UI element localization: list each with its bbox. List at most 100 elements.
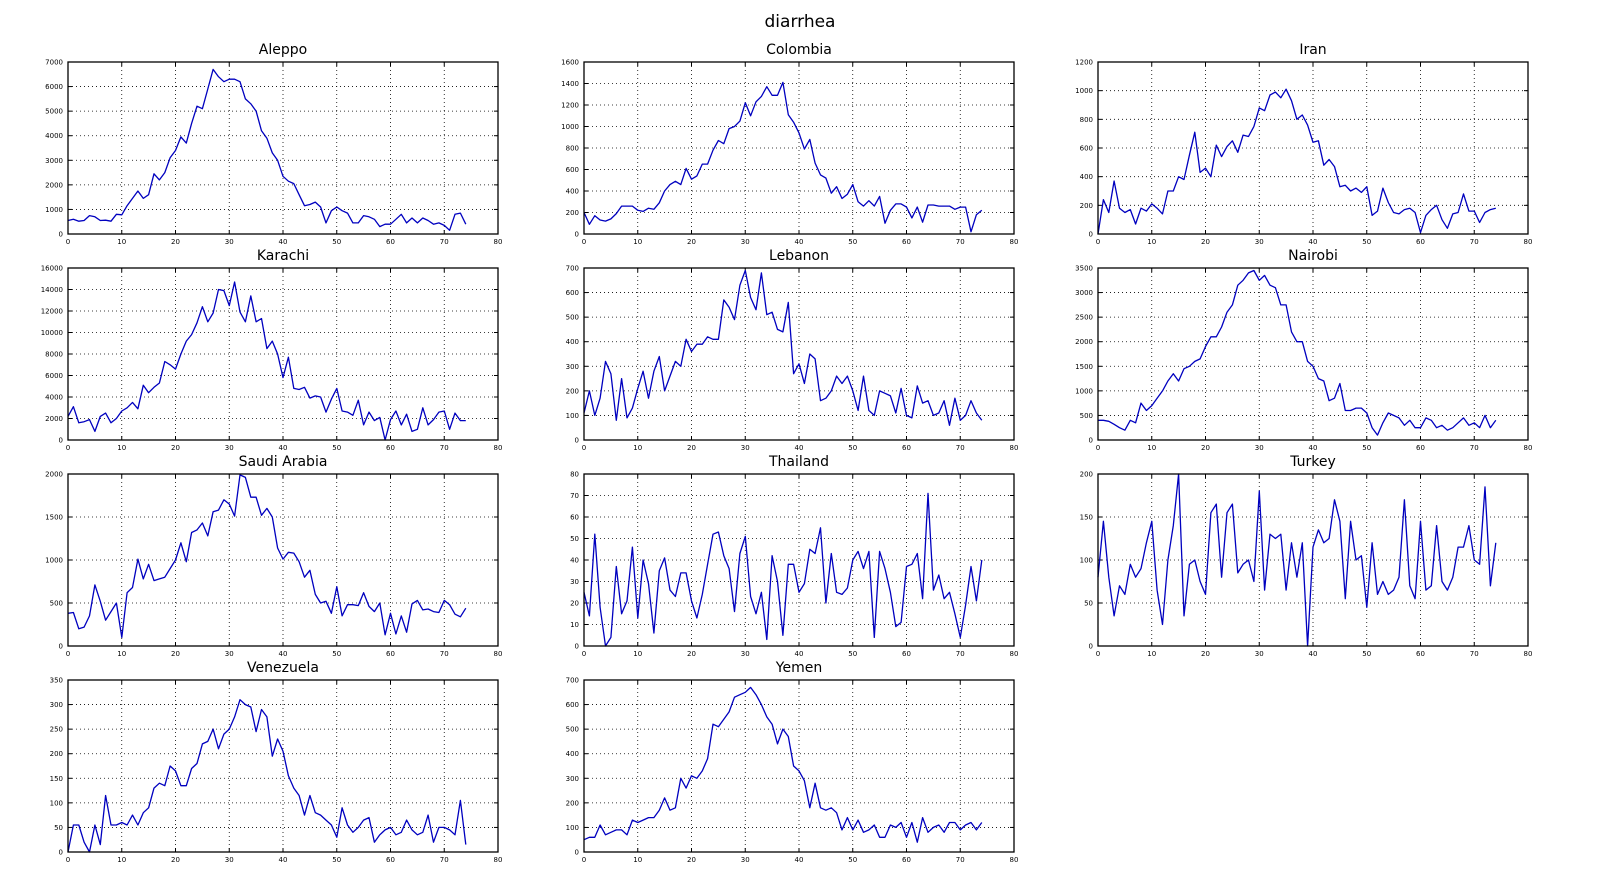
plot-frame xyxy=(67,679,499,853)
y-tick-label: 1200 xyxy=(1075,59,1093,67)
x-tick-label: 70 xyxy=(956,650,965,658)
figure-title: diarrhea xyxy=(764,12,836,32)
x-tick-label: 50 xyxy=(332,650,341,658)
plot-frame xyxy=(583,267,1015,441)
y-tick-label: 10 xyxy=(570,621,579,629)
y-tick-label: 6000 xyxy=(45,372,63,380)
x-tick-label: 80 xyxy=(1010,238,1019,246)
y-tick-label: 400 xyxy=(566,750,579,758)
y-tick-label: 1500 xyxy=(1075,363,1093,371)
series-line xyxy=(1098,269,1497,436)
x-tick-label: 60 xyxy=(902,650,911,658)
subplot-title: Colombia xyxy=(766,42,832,58)
x-tick-label: 60 xyxy=(902,238,911,246)
y-tick-label: 800 xyxy=(1080,116,1093,124)
y-tick-label: 50 xyxy=(1084,600,1093,608)
y-tick-label: 500 xyxy=(566,314,579,322)
x-tick-label: 50 xyxy=(848,650,857,658)
x-tick-label: 30 xyxy=(1255,650,1264,658)
x-tick-label: 80 xyxy=(494,238,503,246)
y-tick-label: 500 xyxy=(1080,412,1093,420)
x-tick-label: 70 xyxy=(956,238,965,246)
y-tick-label: 10000 xyxy=(41,329,63,337)
x-tick-label: 70 xyxy=(956,444,965,452)
x-tick-label: 0 xyxy=(1096,444,1100,452)
y-tick-label: 250 xyxy=(50,726,63,734)
subplot-venezuela: Venezuela 0 10 20 30 40 50 60 70 80 0 50 100 150 200 25… xyxy=(50,660,503,864)
x-tick-label: 10 xyxy=(633,444,642,452)
y-tick-label: 4000 xyxy=(45,132,63,140)
y-tick-label: 100 xyxy=(1080,557,1093,565)
subplot-title: Iran xyxy=(1299,42,1326,58)
x-tick-label: 40 xyxy=(795,444,804,452)
x-tick-label: 30 xyxy=(225,238,234,246)
y-tick-label: 600 xyxy=(566,166,579,174)
y-tick-label: 600 xyxy=(1080,145,1093,153)
y-tick-label: 1000 xyxy=(561,123,579,131)
y-tick-label: 0 xyxy=(1089,231,1093,239)
y-tick-label: 50 xyxy=(54,824,63,832)
x-tick-label: 10 xyxy=(1147,650,1156,658)
y-tick-label: 100 xyxy=(50,799,63,807)
plot-frame xyxy=(1097,473,1529,647)
x-tick-label: 0 xyxy=(66,444,70,452)
x-tick-label: 0 xyxy=(66,856,70,864)
y-tick-label: 400 xyxy=(566,188,579,196)
subplot-title: Thailand xyxy=(768,454,829,470)
x-tick-label: 50 xyxy=(1362,238,1371,246)
x-tick-label: 80 xyxy=(494,856,503,864)
subplot-turkey: Turkey 0 10 20 30 40 50 60 70 80 0 50 100 150 200 xyxy=(1080,454,1533,658)
x-tick-label: 40 xyxy=(279,444,288,452)
x-tick-label: 0 xyxy=(582,650,586,658)
y-tick-label: 200 xyxy=(566,387,579,395)
y-tick-label: 400 xyxy=(1080,173,1093,181)
plot-frame xyxy=(67,61,499,235)
y-tick-label: 200 xyxy=(50,750,63,758)
x-tick-label: 50 xyxy=(332,856,341,864)
y-tick-label: 2000 xyxy=(45,181,63,189)
x-tick-label: 50 xyxy=(332,444,341,452)
x-tick-label: 20 xyxy=(171,650,180,658)
series-line xyxy=(1097,88,1496,235)
y-tick-label: 0 xyxy=(59,231,63,239)
y-tick-label: 1400 xyxy=(561,80,579,88)
x-tick-label: 40 xyxy=(1309,238,1318,246)
subplot-title: Lebanon xyxy=(769,248,829,264)
series-line xyxy=(67,699,467,853)
y-tick-label: 1000 xyxy=(45,557,63,565)
x-tick-label: 0 xyxy=(582,856,586,864)
x-tick-label: 70 xyxy=(1470,650,1479,658)
series-line xyxy=(583,686,983,843)
y-tick-label: 3500 xyxy=(1075,265,1093,273)
x-tick-label: 40 xyxy=(795,650,804,658)
x-tick-label: 70 xyxy=(956,856,965,864)
y-tick-label: 300 xyxy=(566,775,579,783)
x-tick-label: 60 xyxy=(902,444,911,452)
y-tick-label: 0 xyxy=(59,643,63,651)
y-tick-label: 2000 xyxy=(45,471,63,479)
x-tick-label: 80 xyxy=(494,650,503,658)
y-tick-label: 1000 xyxy=(45,206,63,214)
x-tick-label: 50 xyxy=(332,238,341,246)
series-line xyxy=(67,281,466,441)
y-tick-label: 1000 xyxy=(1075,387,1093,395)
series-line xyxy=(67,474,467,639)
y-tick-label: 0 xyxy=(59,849,63,857)
y-tick-label: 5000 xyxy=(45,108,63,116)
y-tick-label: 20 xyxy=(570,600,579,608)
x-tick-label: 70 xyxy=(1470,444,1479,452)
x-tick-label: 80 xyxy=(1010,444,1019,452)
x-tick-label: 60 xyxy=(1416,238,1425,246)
x-tick-label: 30 xyxy=(225,650,234,658)
y-tick-label: 14000 xyxy=(41,286,63,294)
y-tick-label: 600 xyxy=(566,289,579,297)
x-tick-label: 10 xyxy=(633,856,642,864)
x-tick-label: 60 xyxy=(386,238,395,246)
y-tick-label: 8000 xyxy=(45,351,63,359)
series-line xyxy=(583,492,983,647)
x-tick-label: 50 xyxy=(1362,444,1371,452)
x-tick-label: 20 xyxy=(1201,650,1210,658)
x-tick-label: 70 xyxy=(440,856,449,864)
